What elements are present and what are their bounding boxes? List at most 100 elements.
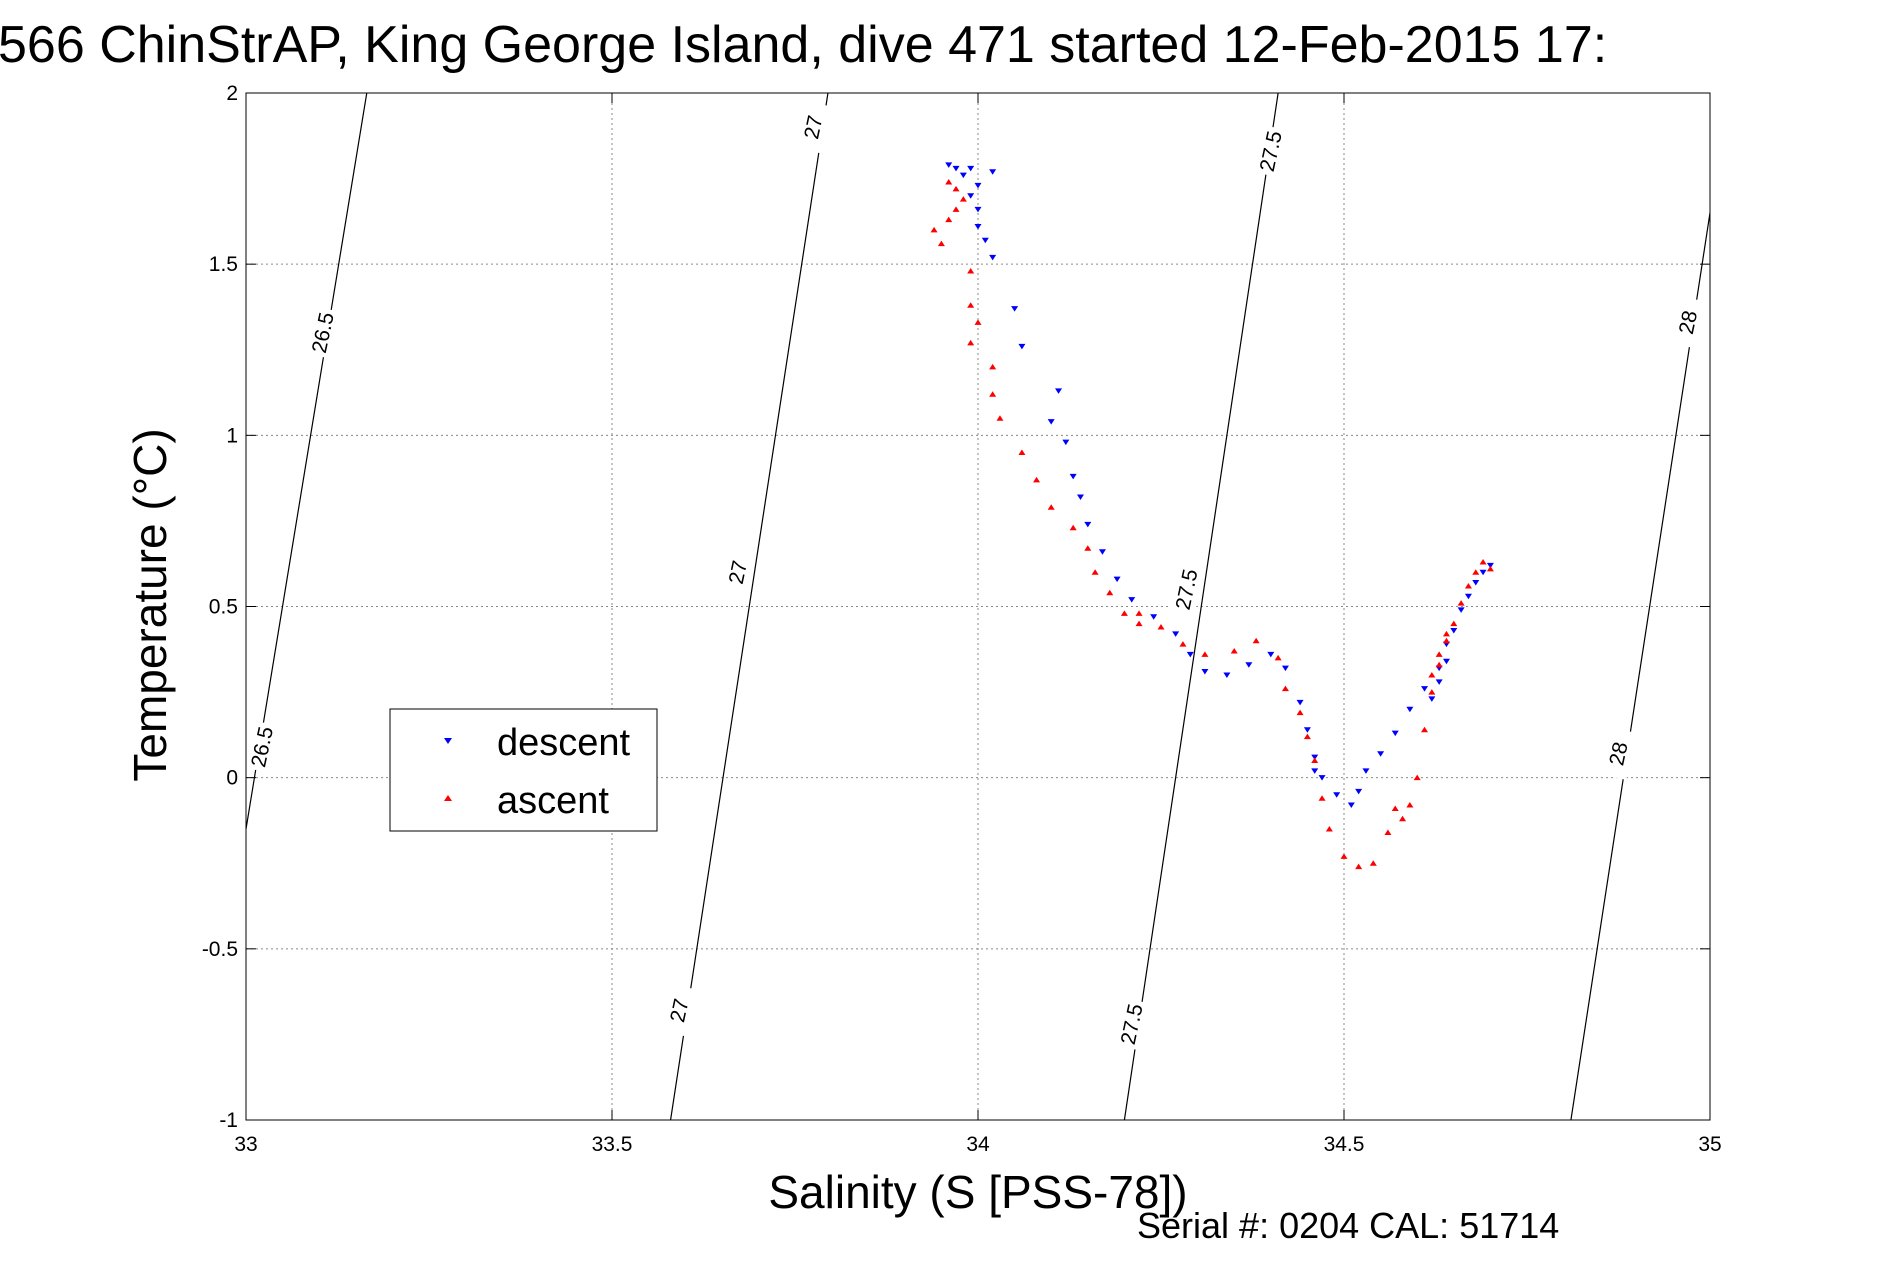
data-point-ascent [1384,829,1392,835]
data-point-descent [1062,439,1070,446]
data-point-ascent [989,391,997,397]
x-tick-label: 34 [966,1133,990,1156]
data-point-ascent [1486,565,1494,572]
data-point-ascent [1479,558,1487,565]
data-point-descent [1362,768,1370,774]
data-point-ascent [1303,733,1311,740]
data-point-ascent [1274,654,1282,661]
data-point-descent [967,165,975,172]
data-point-descent [974,206,982,213]
data-point-ascent [952,185,960,192]
data-point-ascent [1084,545,1092,551]
data-point-descent [1084,521,1092,528]
x-tick-label: 33.5 [592,1133,633,1156]
series-ascent [930,179,1494,870]
data-point-ascent [967,302,975,308]
data-point-descent [1267,651,1275,658]
data-point-descent [1047,419,1055,425]
data-point-ascent [967,339,975,346]
data-point-descent [1311,754,1319,761]
data-point-ascent [1179,641,1187,647]
data-point-descent [1018,343,1026,350]
data-point-descent [1055,388,1063,394]
data-point-ascent [1252,637,1260,644]
data-point-descent [1150,614,1158,620]
data-point-descent [1428,696,1436,702]
data-point-ascent [967,268,975,274]
data-point-descent [1377,751,1385,757]
isopycnal-line [245,92,368,830]
x-tick-label: 35 [1698,1133,1721,1156]
data-point-descent [1076,494,1084,500]
data-point-ascent [952,206,960,212]
isopycnal-label-bg [1168,563,1205,616]
data-point-ascent [1033,476,1041,483]
legend-box [389,708,658,832]
data-point-descent [1296,699,1304,706]
data-point-ascent [1106,589,1114,596]
isopycnal-label-bg [1253,125,1289,178]
legend: descent ascent [389,708,658,832]
data-point-descent [1347,802,1355,809]
isopycnal-line [1123,92,1279,1121]
data-point-ascent [1464,582,1472,589]
data-point-ascent [1120,610,1128,616]
isopycnal-line [1570,212,1711,1121]
y-tick-label: -0.5 [202,938,238,961]
data-point-ascent [1157,624,1165,630]
data-point-ascent [1325,826,1333,832]
data-point-descent [1450,627,1458,634]
x-axis-label: Salinity (S [PSS-78]) [768,1166,1187,1218]
grid-lines [246,93,1710,1120]
data-point-descent [981,237,989,244]
data-point-ascent [1201,651,1209,657]
isopycnal-label-bg [305,306,341,359]
data-point-ascent [1413,774,1421,781]
isopycnal-label-bg [720,546,756,599]
legend-ascent-marker [444,795,452,801]
data-point-descent [1442,658,1450,665]
data-point-ascent [1399,815,1407,822]
data-point-descent [967,193,975,199]
data-point-descent [974,182,982,189]
isopycnal-label-bg [1670,296,1706,349]
data-point-ascent [1318,795,1326,801]
data-point-ascent [989,363,997,370]
y-tick-label: 1 [226,424,238,447]
data-point-ascent [1296,709,1304,716]
data-point-ascent [1135,610,1143,616]
isopycnal-lines [245,92,1711,1121]
data-point-descent [989,169,997,175]
data-point-ascent [1369,860,1377,866]
data-point-descent [1457,607,1465,613]
data-point-descent [1391,730,1399,737]
y-tick-label: 1.5 [209,253,238,276]
data-point-ascent [1135,620,1143,627]
data-point-descent [1479,569,1487,576]
legend-descent-label: descent [497,722,631,764]
isopycnal-label-text: 27 [725,559,752,587]
data-point-ascent [1450,620,1458,627]
data-point-ascent [1428,689,1436,695]
isopycnal-label-text: 27 [666,997,693,1025]
isopycnal-label-bg [1600,727,1637,780]
data-point-descent [1011,306,1019,312]
data-point-ascent [945,216,953,223]
chart-title: 566 ChinStrAP, King George Island, dive … [0,16,1607,74]
data-point-ascent [996,415,1004,421]
data-point-ascent [1435,651,1443,657]
data-point-ascent [930,226,938,233]
data-point-ascent [1018,449,1026,455]
serial-cal-footer: Serial #: 0204 CAL: 51714 [1137,1205,1559,1246]
data-point-ascent [1091,569,1099,575]
y-axis-ticks: -1 -0.5 0 0.5 1 1.5 2 [202,82,1710,1132]
isopycnal-label: 28 [1600,727,1637,780]
isopycnal-label: 27 [720,546,756,599]
data-point-descent [1201,669,1209,675]
data-point-descent [945,162,953,168]
isopycnal-label-text: 28 [1605,740,1632,768]
data-point-descent [1128,597,1136,603]
